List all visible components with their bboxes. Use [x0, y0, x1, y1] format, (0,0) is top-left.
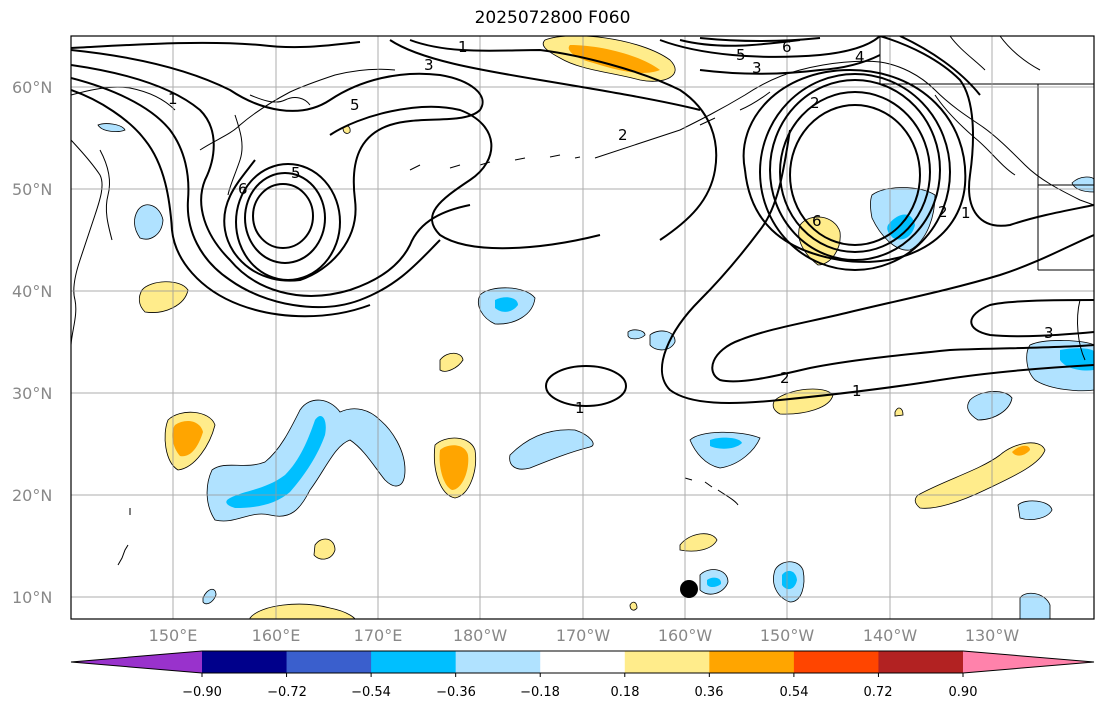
- colorbar-segment: [371, 651, 457, 673]
- shaded-anomalies: [97, 36, 1094, 619]
- contour-label: 3: [1044, 324, 1054, 342]
- colorbar-segment: [202, 651, 288, 673]
- contour-lines: [71, 36, 1094, 407]
- colorbar-tick-label: −0.36: [436, 685, 476, 700]
- lon-label: 150°W: [760, 626, 815, 645]
- lat-label: 50°N: [12, 180, 52, 199]
- longitude-labels: 150°E 160°E 170°E 180°W 170°W 160°W 150°…: [149, 626, 1020, 645]
- contour-label: 5: [291, 164, 301, 182]
- colorbar-segment: [793, 651, 879, 673]
- lat-label: 60°N: [12, 78, 52, 97]
- colorbar-tick-label: 0.90: [949, 685, 978, 700]
- colorbar-tick-label: −0.54: [351, 685, 391, 700]
- lon-label: 160°W: [658, 626, 713, 645]
- lon-label: 130°W: [965, 626, 1020, 645]
- colorbar: [70, 650, 1095, 677]
- colorbar-tick-labels: −0.90 −0.72 −0.54 −0.36 −0.18 0.18 0.36 …: [182, 685, 977, 700]
- contour-label: 2: [938, 203, 948, 221]
- contour-label: 1: [852, 382, 862, 400]
- coastlines: [71, 36, 1094, 566]
- contour-label: 1: [575, 399, 585, 417]
- contour-label: 3: [752, 59, 762, 77]
- lat-label: 30°N: [12, 384, 52, 403]
- colorbar-extend-high: [963, 651, 1094, 673]
- lon-label: 180°W: [453, 626, 508, 645]
- colorbar-segment: [878, 651, 964, 673]
- colorbar-tick-label: −0.18: [520, 685, 560, 700]
- colorbar-segment: [455, 651, 541, 673]
- colorbar-segment: [286, 651, 372, 673]
- plot-frame: [70, 35, 1095, 620]
- colorbar-tick-label: 0.36: [695, 685, 724, 700]
- lat-label: 10°N: [12, 588, 52, 607]
- lon-label: 160°E: [252, 626, 301, 645]
- latitude-labels: 60°N 50°N 40°N 30°N 20°N 10°N: [12, 78, 52, 607]
- contour-label: 1: [458, 38, 468, 56]
- contour-label: 5: [350, 96, 360, 114]
- colorbar-extend-low: [71, 651, 202, 673]
- colorbar-tick-label: 0.18: [611, 685, 640, 700]
- lon-label: 150°E: [149, 626, 198, 645]
- colorbar-segment: [540, 651, 626, 673]
- contour-label: 1: [168, 90, 178, 108]
- location-marker: [680, 580, 698, 598]
- contour-label: 2: [780, 369, 790, 387]
- colorbar-tick-label: −0.72: [267, 685, 307, 700]
- lon-label: 170°E: [354, 626, 403, 645]
- map-title: 2025072800 F060: [474, 8, 631, 28]
- lat-label: 20°N: [12, 486, 52, 505]
- contour-label: 5: [736, 46, 746, 64]
- lat-label: 40°N: [12, 282, 52, 301]
- colorbar-tick-label: 0.72: [864, 685, 893, 700]
- colorbar-tick-label: −0.90: [182, 685, 222, 700]
- contour-label: 2: [618, 126, 628, 144]
- gridlines: [71, 36, 1094, 619]
- colorbar-segment: [709, 651, 795, 673]
- contour-label: 6: [238, 180, 248, 198]
- contour-label: 1: [961, 204, 971, 222]
- contour-label: 3: [424, 56, 434, 74]
- contour-label: 4: [855, 48, 865, 66]
- lon-label: 170°W: [556, 626, 611, 645]
- contour-label: 6: [782, 38, 792, 56]
- contour-label: 6: [812, 212, 822, 230]
- colorbar-segment: [624, 651, 710, 673]
- contour-label: 2: [810, 94, 820, 112]
- contour-labels: 1 3 5 6 5 5 6 4 3 2 1 2 1 2 3 2 1 1 6: [168, 38, 1054, 417]
- colorbar-tick-label: 0.54: [780, 685, 809, 700]
- lon-label: 140°W: [863, 626, 918, 645]
